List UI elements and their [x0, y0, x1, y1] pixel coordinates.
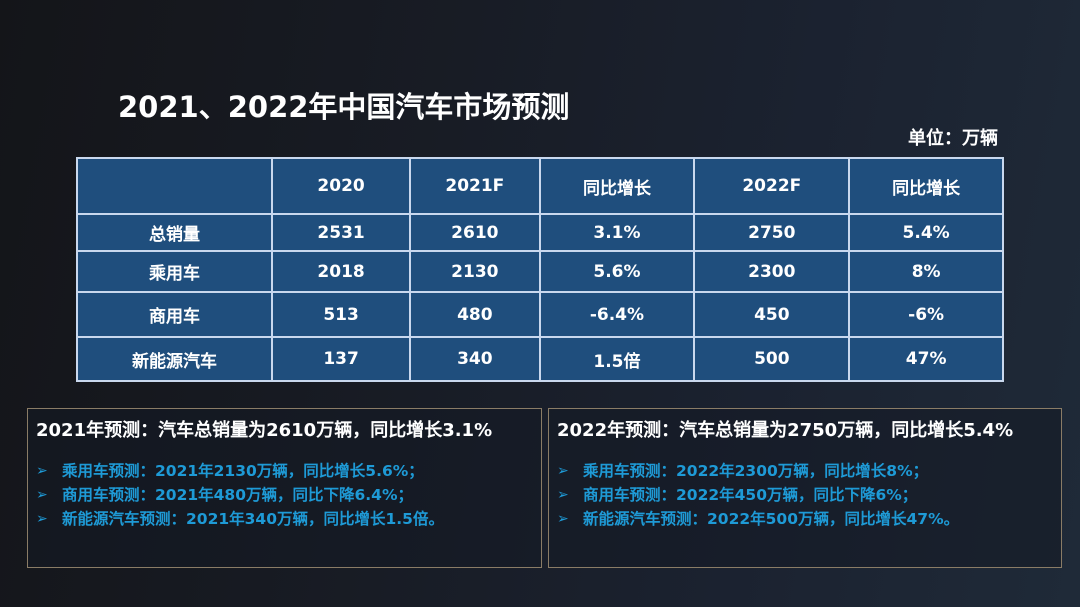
row-label: 新能源汽车	[75, 336, 274, 382]
cell-value: 2531	[271, 213, 412, 252]
forecast-table: 2020 2021F 同比增长 2022F 同比增长 总销量 2531 2610…	[75, 157, 1004, 382]
header-cell-yoy-2022: 同比增长	[848, 157, 1004, 215]
list-item: ➢ 新能源汽车预测：2021年340万辆，同比增长1.5倍。	[36, 507, 444, 531]
cell-value: 47%	[848, 336, 1004, 382]
bullet-text: 商用车预测：2021年480万辆，同比下降6.4%；	[62, 486, 413, 504]
header-cell-yoy-2021: 同比增长	[538, 157, 696, 215]
table-header-row: 2020 2021F 同比增长 2022F 同比增长	[75, 157, 1004, 215]
cell-value: 2300	[693, 250, 851, 293]
cell-value: 5.4%	[848, 213, 1004, 252]
slide-title: 2021、2022年中国汽车市场预测	[118, 90, 570, 124]
bullet-text: 乘用车预测：2022年2300万辆，同比增长8%；	[583, 462, 929, 480]
bullet-text: 新能源汽车预测：2022年500万辆，同比增长47%。	[583, 510, 960, 528]
table-row: 商用车 513 480 -6.4% 450 -6%	[75, 291, 1004, 338]
cell-value: 450	[693, 291, 851, 338]
row-label: 乘用车	[75, 250, 274, 293]
cell-value: 137	[271, 336, 412, 382]
arrow-bullet-icon: ➢	[36, 511, 48, 527]
cell-value: 1.5倍	[538, 336, 696, 382]
table-row: 总销量 2531 2610 3.1% 2750 5.4%	[75, 213, 1004, 252]
cell-value: 3.1%	[538, 213, 696, 252]
arrow-bullet-icon: ➢	[36, 487, 48, 503]
cell-value: -6.4%	[538, 291, 696, 338]
header-cell-2020: 2020	[271, 157, 412, 215]
row-label: 商用车	[75, 291, 274, 338]
summary-headline: 2022年预测：汽车总销量为2750万辆，同比增长5.4%	[557, 420, 1014, 441]
bullet-list: ➢ 乘用车预测：2022年2300万辆，同比增长8%； ➢ 商用车预测：2022…	[557, 459, 959, 531]
cell-value: 513	[271, 291, 412, 338]
summary-box-2021: 2021年预测：汽车总销量为2610万辆，同比增长3.1% ➢ 乘用车预测：20…	[27, 408, 542, 568]
cell-value: 480	[409, 291, 541, 338]
list-item: ➢ 乘用车预测：2022年2300万辆，同比增长8%；	[557, 459, 959, 483]
arrow-bullet-icon: ➢	[36, 463, 48, 479]
cell-value: -6%	[848, 291, 1004, 338]
list-item: ➢ 新能源汽车预测：2022年500万辆，同比增长47%。	[557, 507, 959, 531]
cell-value: 5.6%	[538, 250, 696, 293]
cell-value: 8%	[848, 250, 1004, 293]
summary-headline: 2021年预测：汽车总销量为2610万辆，同比增长3.1%	[36, 420, 493, 441]
bullet-list: ➢ 乘用车预测：2021年2130万辆，同比增长5.6%； ➢ 商用车预测：20…	[36, 459, 444, 531]
cell-value: 2750	[693, 213, 851, 252]
cell-value: 2610	[409, 213, 541, 252]
arrow-bullet-icon: ➢	[557, 511, 569, 527]
bullet-text: 乘用车预测：2021年2130万辆，同比增长5.6%；	[62, 462, 424, 480]
unit-label: 单位：万辆	[908, 128, 998, 149]
bullet-text: 商用车预测：2022年450万辆，同比下降6%；	[583, 486, 918, 504]
table-row: 新能源汽车 137 340 1.5倍 500 47%	[75, 336, 1004, 382]
cell-value: 2018	[271, 250, 412, 293]
cell-value: 500	[693, 336, 851, 382]
cell-value: 2130	[409, 250, 541, 293]
arrow-bullet-icon: ➢	[557, 463, 569, 479]
list-item: ➢ 商用车预测：2022年450万辆，同比下降6%；	[557, 483, 959, 507]
cell-value: 340	[409, 336, 541, 382]
arrow-bullet-icon: ➢	[557, 487, 569, 503]
summary-box-2022: 2022年预测：汽车总销量为2750万辆，同比增长5.4% ➢ 乘用车预测：20…	[548, 408, 1062, 568]
header-cell-2022f: 2022F	[693, 157, 851, 215]
table-row: 乘用车 2018 2130 5.6% 2300 8%	[75, 250, 1004, 293]
list-item: ➢ 乘用车预测：2021年2130万辆，同比增长5.6%；	[36, 459, 444, 483]
header-cell-2021f: 2021F	[409, 157, 541, 215]
header-cell-category	[75, 157, 274, 215]
row-label: 总销量	[75, 213, 274, 252]
list-item: ➢ 商用车预测：2021年480万辆，同比下降6.4%；	[36, 483, 444, 507]
bullet-text: 新能源汽车预测：2021年340万辆，同比增长1.5倍。	[62, 510, 444, 528]
